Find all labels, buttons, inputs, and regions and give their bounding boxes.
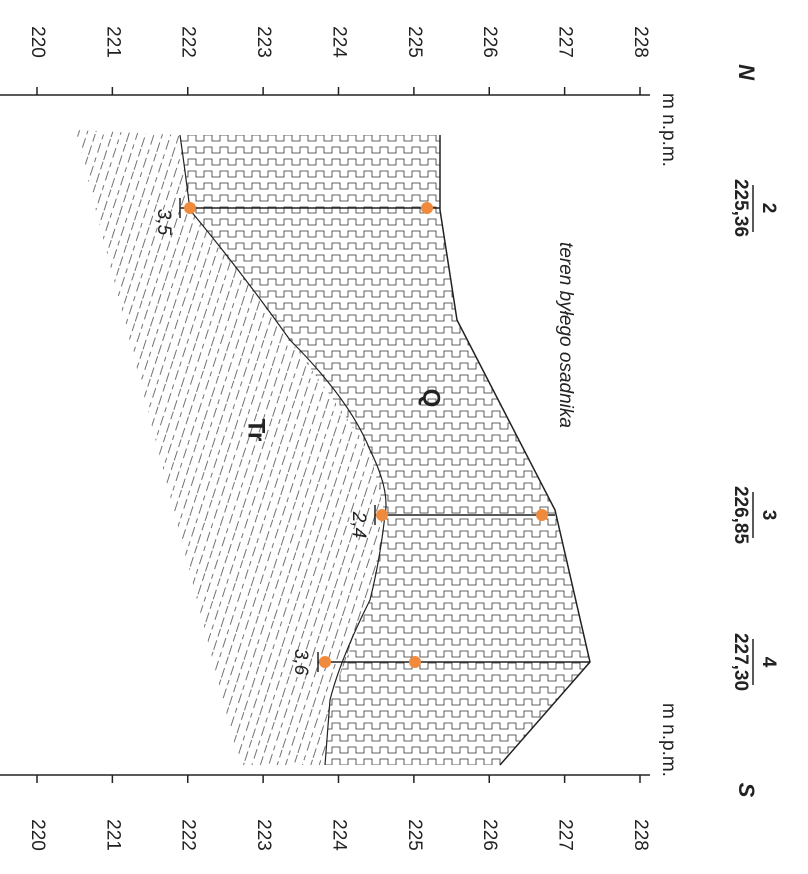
- borehole-number: 3: [758, 510, 779, 521]
- tick-label: 224: [328, 26, 349, 58]
- tick-label: 220: [27, 819, 48, 851]
- depth-label: 3,5: [153, 209, 174, 236]
- tick-label: 224: [328, 819, 349, 851]
- depth-label: 2,4: [348, 511, 369, 538]
- tick-label: 227: [555, 26, 576, 58]
- borehole-number: 2: [758, 203, 779, 214]
- tick-label: 221: [102, 819, 123, 851]
- axis-unit: m n.p.m.: [658, 703, 679, 777]
- tick-label: 222: [178, 819, 199, 851]
- direction: S: [734, 783, 759, 798]
- tick-label: 223: [253, 26, 274, 58]
- direction: N: [734, 64, 759, 81]
- axis-unit: m n.p.m.: [658, 93, 679, 167]
- layer-label: Tr: [243, 419, 270, 442]
- tick-label: 228: [630, 819, 651, 851]
- annotation: teren byłego osadnika: [555, 242, 576, 428]
- borehole-elevation: 226,85: [730, 486, 751, 545]
- tick-label: 220: [27, 26, 48, 58]
- borehole-elevation: 225,36: [730, 179, 751, 237]
- borehole-number: 4: [758, 657, 779, 668]
- tick-label: 227: [555, 819, 576, 851]
- tick-label: 225: [404, 819, 425, 851]
- tick-label: 225: [404, 26, 425, 58]
- borehole-elevation: 227,30: [730, 633, 751, 691]
- tick-label: 221: [102, 26, 123, 58]
- layer-label: Q: [418, 389, 445, 408]
- depth-label: 3,6: [290, 649, 311, 676]
- tick-label: 226: [479, 26, 500, 58]
- tick-label: 222: [178, 26, 199, 58]
- tick-label: 226: [479, 819, 500, 851]
- tick-label: 228: [630, 26, 651, 58]
- tick-label: 223: [253, 819, 274, 851]
- cross-section: 220 221 222 223 224 225 226 227 228 220 221 222 223 2…: [0, 0, 808, 874]
